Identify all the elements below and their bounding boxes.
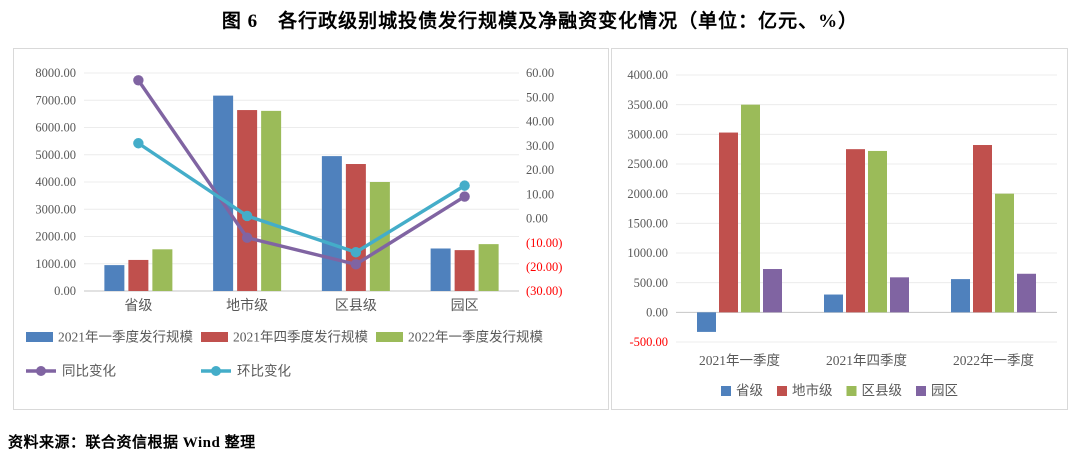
primary-y-axis-tick-label: 6000.00 — [35, 121, 76, 135]
legend-dot-marker — [211, 366, 221, 376]
y-axis-tick-label: 3500.00 — [627, 98, 668, 112]
bar — [213, 95, 234, 292]
legend-swatch — [26, 332, 53, 342]
line-series — [136, 141, 467, 255]
bar — [741, 104, 760, 313]
bar — [237, 110, 258, 291]
primary-y-axis-tick-label: 8000.00 — [35, 66, 76, 80]
bar — [128, 259, 149, 291]
legend-label: 区县级 — [862, 383, 903, 398]
line-marker — [241, 210, 253, 222]
primary-y-axis-tick-label: 5000.00 — [35, 148, 76, 162]
legend-swatch — [777, 386, 787, 396]
y-axis-tick-label: 1000.00 — [627, 246, 668, 260]
y-axis-tick-label: 4000.00 — [627, 68, 668, 82]
x-axis-category-label: 地市级 — [226, 297, 268, 314]
figure-title: 图 6 各行政级别城投债发行规模及净融资变化情况（单位：亿元、%） — [221, 11, 859, 32]
bar — [763, 269, 782, 313]
bar — [890, 277, 909, 313]
y-axis-tick-label: 0.00 — [646, 306, 668, 320]
legend-label: 地市级 — [792, 382, 833, 398]
y-axis-tick-label: 2500.00 — [627, 157, 668, 171]
secondary-y-axis-tick-label: 0.00 — [526, 212, 548, 226]
net-financing-chart-panel: 4000.00 3500.00 3000.00 2500.00 2000.00 1500.… — [611, 48, 1068, 410]
bar — [697, 312, 716, 332]
secondary-y-axis-tick-label: (20.00) — [526, 260, 562, 274]
primary-y-axis-tick-label: 2000.00 — [35, 230, 76, 244]
source-note: 资料来源：联合资信根据 Wind 整理 — [8, 435, 256, 451]
legend-label: 2021年一季度发行规模 — [58, 330, 193, 345]
bar — [719, 132, 738, 313]
legend-dot-marker — [36, 366, 46, 376]
y-axis-tick-label: 3000.00 — [627, 128, 668, 142]
bar — [454, 250, 475, 291]
legend-label: 园区 — [931, 383, 958, 398]
secondary-y-axis-tick-label: 20.00 — [526, 163, 554, 177]
line-marker — [133, 138, 144, 149]
primary-y-axis-tick-label: 3000.00 — [35, 202, 76, 216]
legend-label: 环比变化 — [237, 364, 291, 379]
x-axis-category-label: 省级 — [124, 298, 152, 314]
bar — [261, 110, 282, 291]
secondary-y-axis-tick-label: 50.00 — [526, 90, 554, 104]
x-axis-category-label: 园区 — [451, 298, 479, 314]
bar — [1017, 273, 1036, 313]
bar — [321, 156, 342, 291]
line-marker — [133, 75, 144, 86]
y-axis-tick-label: 2000.00 — [627, 187, 668, 201]
legend-swatch — [376, 332, 403, 342]
x-axis-category-label: 2022年一季度 — [953, 353, 1034, 368]
bar — [973, 145, 992, 313]
line-marker — [350, 259, 362, 270]
issuance-scale-chart-panel: 8000.00 7000.00 6000.00 5000.00 4000.00 3000.… — [13, 48, 609, 410]
bar — [152, 249, 173, 291]
legend-label: 省级 — [736, 383, 764, 398]
secondary-y-axis-tick-label: 40.00 — [526, 115, 554, 129]
primary-y-axis-tick-label: 1000.00 — [35, 257, 76, 271]
secondary-y-axis-tick-label: (10.00) — [526, 236, 562, 250]
bar — [430, 248, 451, 291]
net-financing-chart: 4000.00 3500.00 3000.00 2500.00 2000.00 1500.… — [627, 68, 1057, 398]
legend-swatch — [916, 386, 926, 396]
primary-y-axis-tick-label: 7000.00 — [35, 93, 76, 107]
bar — [846, 149, 865, 313]
bar — [478, 244, 499, 291]
x-axis-category-label: 区县级 — [335, 298, 377, 314]
bar — [868, 150, 887, 313]
legend-swatch — [721, 386, 731, 396]
line-marker — [241, 232, 253, 243]
legend-label: 同比变化 — [62, 364, 116, 379]
line-marker — [459, 191, 470, 202]
bar — [345, 164, 366, 291]
issuance-scale-chart: 8000.00 7000.00 6000.00 5000.00 4000.00 3000.… — [26, 66, 562, 379]
secondary-y-axis-tick-label: 60.00 — [526, 66, 554, 80]
legend-swatch — [201, 332, 228, 342]
secondary-y-axis-tick-label: 30.00 — [526, 139, 554, 153]
x-axis-category-label: 2021年四季度 — [826, 353, 907, 368]
bar — [104, 265, 125, 291]
secondary-y-axis-tick-label: 10.00 — [526, 187, 554, 201]
bar — [995, 193, 1014, 313]
y-axis-tick-label: -500.00 — [629, 335, 668, 349]
legend-label: 2021年四季度发行规模 — [233, 330, 368, 345]
line-series — [136, 78, 467, 267]
line-marker — [350, 247, 362, 258]
legend-swatch — [846, 386, 857, 396]
primary-y-axis-tick-label: 0.00 — [54, 284, 76, 298]
x-axis-category-label: 2021年一季度 — [699, 353, 780, 368]
secondary-y-axis-tick-label: (30.00) — [526, 284, 562, 298]
primary-y-axis-tick-label: 4000.00 — [35, 175, 76, 189]
y-axis-tick-label: 500.00 — [634, 276, 668, 290]
bar — [824, 294, 843, 313]
bar — [951, 279, 970, 313]
line-marker — [459, 180, 470, 191]
y-axis-tick-label: 1500.00 — [627, 217, 668, 231]
legend-label: 2022年一季度发行规模 — [408, 330, 543, 345]
